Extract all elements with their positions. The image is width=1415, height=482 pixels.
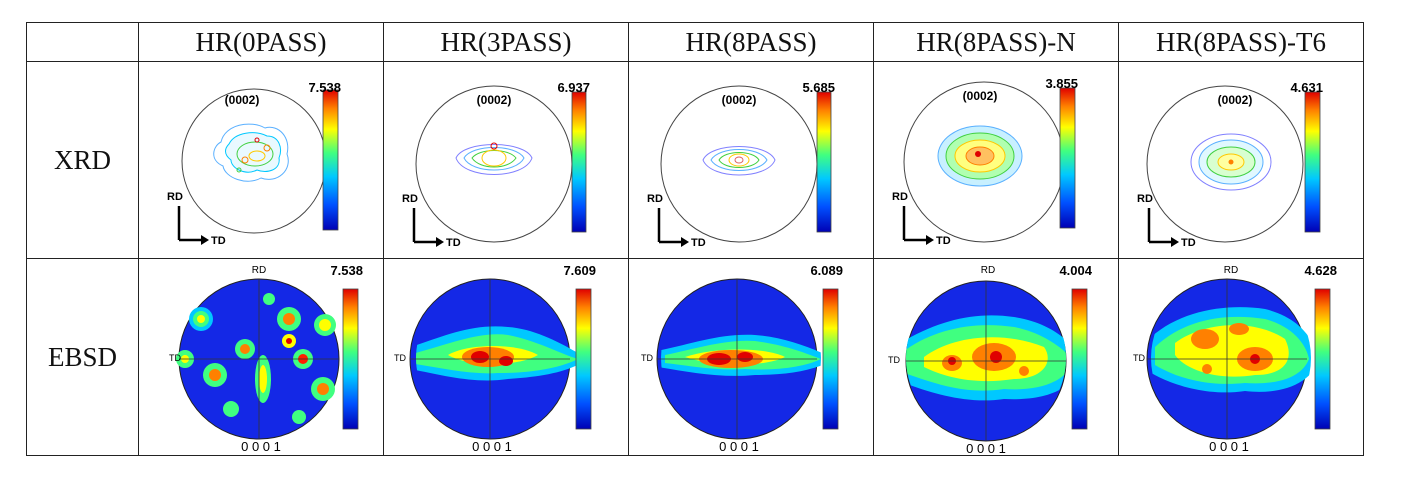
ebsd-cell: TD 0 0 0 1 6.089 <box>628 258 874 456</box>
bottom-label: 0 0 0 1 <box>966 441 1006 455</box>
colorbar <box>322 89 339 231</box>
rd-top-label: RD <box>252 265 266 276</box>
xrd-cell: (0002) 7.538 RD <box>138 61 384 259</box>
row-label-ebsd: EBSD <box>26 258 139 456</box>
ebsd-pole-figure: RD T <box>169 263 363 454</box>
ebsd-pole-figure: TD 0 0 0 1 7.609 <box>394 263 596 454</box>
rd-top-label: RD <box>1224 265 1238 276</box>
ebsd-row: EBSD RD <box>26 258 1364 456</box>
ebsd-cell: RD TD 0 0 0 1 <box>1118 258 1364 456</box>
bottom-label: 0 0 0 1 <box>1209 439 1249 454</box>
max-value-label: 4.628 <box>1304 263 1337 278</box>
figure-table: HR(0PASS) HR(3PASS) HR(8PASS) HR(8PASS)-… <box>26 22 1364 456</box>
column-header-hr-8pass-n: HR(8PASS)-N <box>873 22 1119 62</box>
rd-axis-label: RD <box>167 191 183 203</box>
td-side-label: TD <box>1133 353 1145 363</box>
ebsd-cell: TD 0 0 0 1 7.609 <box>383 258 629 456</box>
rd-td-axis-arrows <box>657 208 689 247</box>
plane-label: (0002) <box>963 89 998 103</box>
contour-pattern <box>455 142 533 175</box>
td-axis-label: TD <box>1181 237 1196 249</box>
rd-axis-label: RD <box>647 193 663 205</box>
column-header-hr-8pass: HR(8PASS) <box>628 22 874 62</box>
xrd-cell: (0002) 3.855 RD TD <box>873 61 1119 259</box>
xrd-pole-figure: (0002) 5.685 RD TD <box>647 80 835 249</box>
rd-axis-label: RD <box>1137 193 1153 205</box>
xrd-row: XRD (0002) 7.538 RD <box>26 61 1364 259</box>
xrd-pole-figure: (0002) 4.631 RD TD <box>1137 80 1323 249</box>
colorbar <box>342 288 359 430</box>
td-axis-label: TD <box>211 235 226 247</box>
ebsd-pole-figure: TD 0 0 0 1 6.089 <box>641 263 843 454</box>
colorbar <box>1059 87 1076 229</box>
max-value-label: 3.855 <box>1045 76 1078 91</box>
rd-top-label: RD <box>981 265 995 276</box>
rd-td-axis-arrows <box>177 206 209 245</box>
ebsd-pole-figure: RD TD 0 0 0 1 <box>888 263 1093 455</box>
max-value-label: 7.538 <box>308 80 341 95</box>
td-side-label: TD <box>888 355 900 365</box>
ebsd-cell: RD TD 0 0 0 1 <box>873 258 1119 456</box>
xrd-cell: (0002) 4.631 RD TD <box>1118 61 1364 259</box>
xrd-cell: (0002) 6.937 RD TD <box>383 61 629 259</box>
max-value-label: 7.538 <box>330 263 363 278</box>
column-header-hr-8pass-t6: HR(8PASS)-T6 <box>1118 22 1364 62</box>
colorbar <box>816 91 832 233</box>
td-axis-label: TD <box>936 235 951 247</box>
colorbar <box>1304 91 1321 233</box>
xrd-pole-figure: (0002) 6.937 RD TD <box>402 80 590 249</box>
td-side-label: TD <box>394 353 406 363</box>
intensity-blobs <box>416 326 576 381</box>
xrd-pole-figure: (0002) 7.538 RD <box>167 80 341 247</box>
td-side-label: TD <box>169 353 181 363</box>
plane-label: (0002) <box>477 93 512 107</box>
bottom-label: 0 0 0 1 <box>241 439 281 454</box>
intensity-blobs <box>661 334 821 376</box>
bottom-label: 0 0 0 1 <box>472 439 512 454</box>
rd-td-axis-arrows <box>412 208 444 247</box>
td-side-label: TD <box>641 353 653 363</box>
ebsd-pole-figure: RD TD 0 0 0 1 <box>1133 263 1337 454</box>
rd-td-axis-arrows <box>1147 208 1179 247</box>
column-header-hr-3pass: HR(3PASS) <box>383 22 629 62</box>
colorbar <box>822 288 839 430</box>
header-row: HR(0PASS) HR(3PASS) HR(8PASS) HR(8PASS)-… <box>26 22 1364 62</box>
contour-pattern <box>213 123 289 182</box>
column-header-hr-0pass: HR(0PASS) <box>138 22 384 62</box>
contour-pattern <box>1190 133 1272 191</box>
max-value-label: 6.937 <box>557 80 590 95</box>
xrd-pole-figure: (0002) 3.855 RD TD <box>892 76 1078 247</box>
plane-label: (0002) <box>225 93 260 107</box>
contour-pattern <box>702 146 776 176</box>
max-value-label: 7.609 <box>563 263 596 278</box>
pole-circle <box>660 85 818 243</box>
corner-cell <box>26 22 139 62</box>
rd-axis-label: RD <box>402 193 418 205</box>
max-value-label: 4.004 <box>1059 263 1092 278</box>
colorbar <box>1314 288 1331 430</box>
max-value-label: 4.631 <box>1290 80 1323 95</box>
intensity-blobs <box>1151 307 1311 393</box>
td-axis-label: TD <box>691 237 706 249</box>
plane-label: (0002) <box>722 93 757 107</box>
bottom-label: 0 0 0 1 <box>719 439 759 454</box>
contour-pattern <box>937 125 1023 187</box>
max-value-label: 5.685 <box>802 80 835 95</box>
rd-axis-label: RD <box>892 191 908 203</box>
pole-circle <box>415 85 573 243</box>
ebsd-cell: RD T <box>138 258 384 456</box>
td-axis-label: TD <box>446 237 461 249</box>
xrd-cell: (0002) 5.685 RD TD <box>628 61 874 259</box>
plane-label: (0002) <box>1218 93 1253 107</box>
colorbar <box>1071 288 1088 430</box>
rd-td-axis-arrows <box>902 206 934 245</box>
row-label-xrd: XRD <box>26 61 139 259</box>
max-value-label: 6.089 <box>810 263 843 278</box>
colorbar <box>571 91 587 233</box>
colorbar <box>575 288 592 430</box>
